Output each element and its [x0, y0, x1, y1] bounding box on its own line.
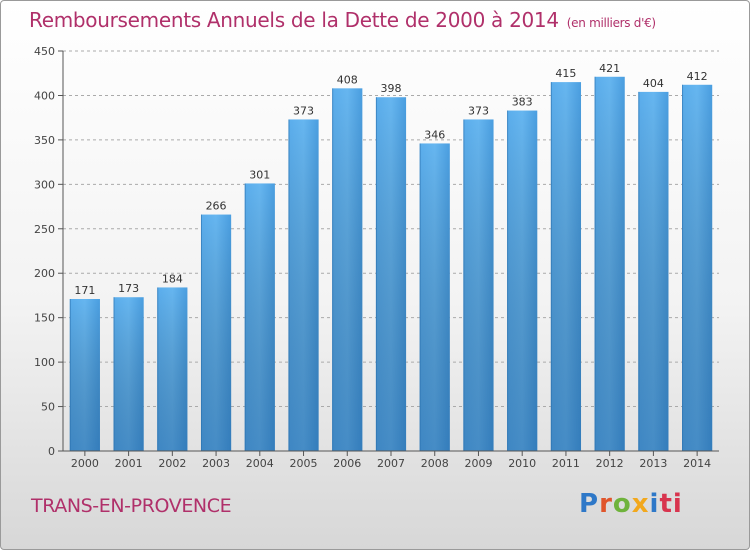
bar-shade-2010 [507, 110, 538, 452]
logo-letter-r: r [599, 489, 613, 519]
x-tick-label-2010: 2010 [508, 457, 536, 470]
value-label-2007: 398 [381, 82, 402, 95]
chart-title-text: Remboursements Annuels de la Dette de 20… [29, 8, 559, 32]
value-label-2002: 184 [162, 272, 183, 285]
value-label-2004: 301 [249, 168, 270, 181]
value-label-2011: 415 [555, 67, 576, 80]
value-label-2000: 171 [74, 284, 95, 297]
y-tick-label-250: 250 [34, 223, 55, 236]
bar-shade-2013 [638, 91, 669, 451]
value-label-2008: 346 [424, 128, 445, 141]
bar-shade-2001 [113, 297, 144, 451]
y-tick-label-400: 400 [34, 89, 55, 102]
y-tick-label-50: 50 [41, 401, 55, 414]
value-label-2013: 404 [643, 77, 664, 90]
value-labels: 171 173 184 266 301 373 408 398 346 373 383 415 421 4… [74, 62, 707, 297]
chart-title: Remboursements Annuels de la Dette de 20… [29, 8, 656, 32]
x-tick-label-2005: 2005 [290, 457, 318, 470]
value-label-2006: 408 [337, 73, 358, 86]
x-tick-label-2012: 2012 [596, 457, 624, 470]
bar-shade-2011 [550, 82, 582, 451]
bar-shade-2009 [463, 119, 494, 451]
axes: 0 50 100 150 200 250 300 350 400 450 2000 2001 2002 2… [34, 45, 719, 470]
value-label-2001: 173 [118, 282, 139, 295]
x-tick-label-2007: 2007 [377, 457, 405, 470]
y-tick-label-450: 450 [34, 45, 55, 58]
bar-shade-2004 [244, 183, 275, 451]
x-tick-label-2004: 2004 [246, 457, 274, 470]
value-label-2009: 373 [468, 104, 489, 117]
bar-shade-2005 [288, 119, 319, 451]
bar-shade-2014 [682, 84, 713, 452]
value-label-2014: 412 [687, 70, 708, 83]
x-tick-label-2000: 2000 [71, 457, 99, 470]
y-tick-label-0: 0 [48, 445, 55, 458]
proxiti-logo: Proxiti [579, 489, 683, 519]
bar-shade-2006 [332, 88, 363, 451]
y-tick-label-100: 100 [34, 356, 55, 369]
y-tick-label-300: 300 [34, 178, 55, 191]
x-tick-label-2013: 2013 [639, 457, 667, 470]
place-name: TRANS-EN-PROVENCE [31, 495, 232, 517]
value-label-2005: 373 [293, 104, 314, 117]
value-label-2012: 421 [599, 62, 620, 75]
value-label-2003: 266 [206, 200, 227, 213]
value-label-2010: 383 [512, 96, 533, 109]
y-tick-label-350: 350 [34, 134, 55, 147]
y-tick-label-150: 150 [34, 312, 55, 325]
bar-shade-2000 [69, 299, 100, 451]
bar-shade-2002 [157, 287, 188, 451]
logo-letter-x: x [631, 489, 650, 519]
x-tick-label-2002: 2002 [158, 457, 186, 470]
bar-shade-2007 [375, 97, 407, 451]
bar-shade-2012 [594, 76, 625, 452]
x-tick-label-2009: 2009 [464, 457, 492, 470]
logo-letters-ti: ti [659, 489, 683, 519]
logo-letter-i: i [649, 489, 660, 519]
y-tick-label-200: 200 [34, 267, 55, 280]
bars [69, 76, 713, 452]
chart-unit-note: (en milliers d'€) [566, 16, 656, 30]
x-tick-label-2014: 2014 [683, 457, 711, 470]
x-tick-label-2001: 2001 [115, 457, 143, 470]
x-tick-label-2006: 2006 [333, 457, 361, 470]
x-tick-label-2008: 2008 [421, 457, 449, 470]
x-tick-label-2003: 2003 [202, 457, 230, 470]
bar-shade-2003 [200, 214, 232, 451]
logo-letter-o: o [612, 489, 632, 519]
x-tick-label-2011: 2011 [552, 457, 580, 470]
bar-shade-2008 [419, 143, 450, 451]
logo-letter-p: P [579, 489, 600, 519]
